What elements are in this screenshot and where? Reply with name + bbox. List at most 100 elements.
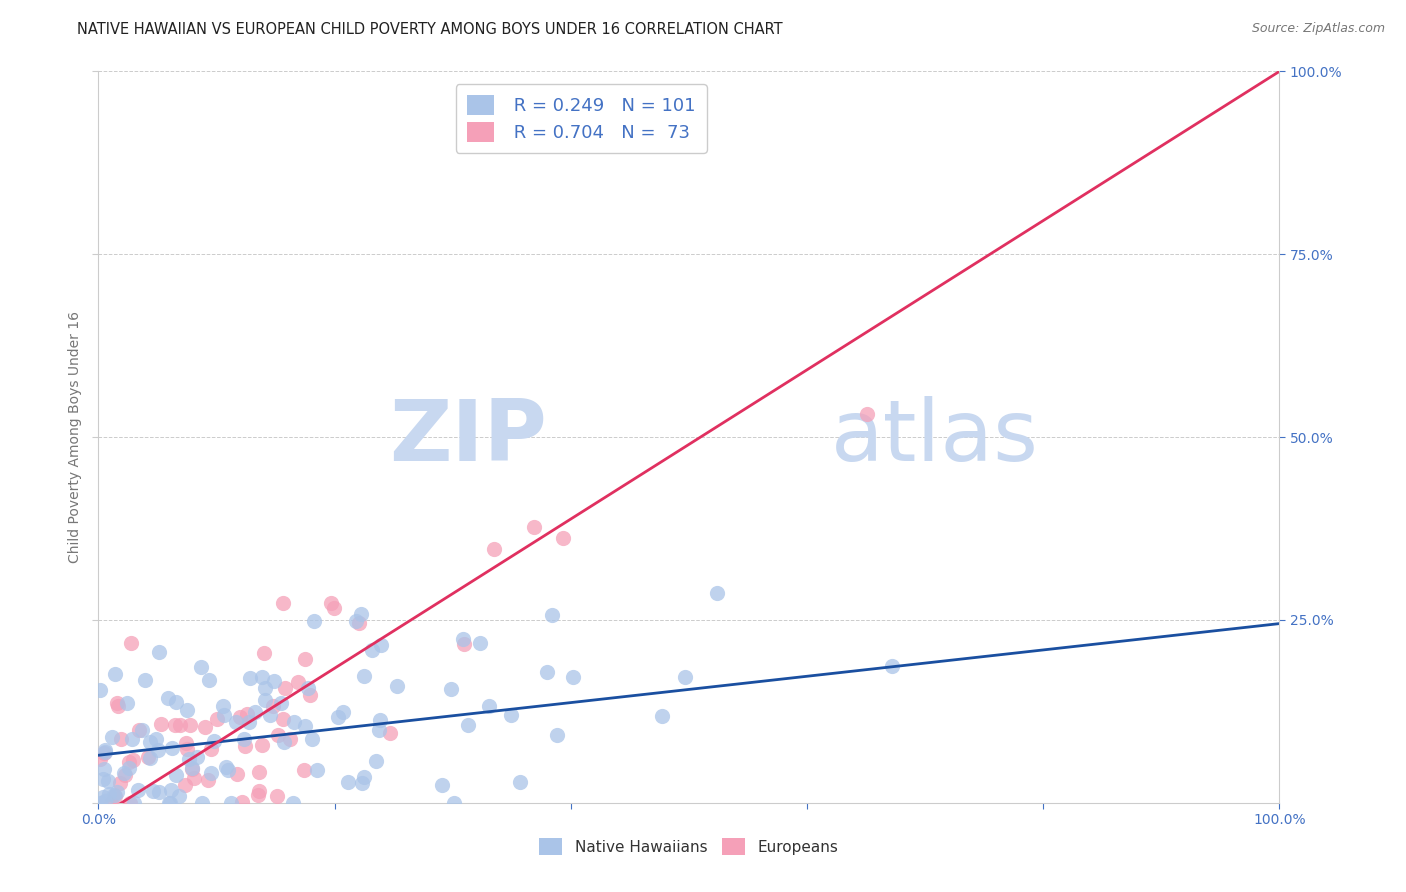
Point (361, 643, 384, 657)
Point (562, 670, 585, 684)
Point (98, 806, 121, 821)
Point (478, 698, 501, 713)
Point (98, 832, 121, 847)
Point (254, 693, 277, 707)
Point (239, 671, 262, 685)
Point (180, 762, 202, 776)
Text: atlas: atlas (831, 395, 1039, 479)
Point (117, 761, 139, 775)
Point (281, 796, 304, 810)
Point (368, 714, 391, 728)
Point (103, 832, 125, 847)
Point (159, 782, 181, 797)
Point (368, 723, 391, 737)
Point (157, 690, 180, 705)
Point (100, 796, 122, 810)
Point (253, 646, 276, 660)
Point (307, 763, 329, 777)
Point (200, 766, 222, 780)
Point (104, 789, 127, 804)
Point (270, 696, 292, 710)
Point (319, 596, 342, 610)
Point (283, 714, 305, 729)
Text: Source: ZipAtlas.com: Source: ZipAtlas.com (1251, 22, 1385, 36)
Point (344, 614, 367, 628)
Point (651, 709, 673, 723)
Point (190, 660, 212, 674)
Point (89, 796, 111, 810)
Point (176, 742, 198, 756)
Point (104, 667, 127, 681)
Point (262, 698, 284, 713)
Point (191, 796, 214, 810)
Point (536, 665, 558, 680)
Point (229, 710, 252, 724)
Point (457, 718, 479, 732)
Point (194, 720, 217, 734)
Text: ZIP: ZIP (389, 395, 547, 479)
Point (215, 760, 238, 774)
Point (134, 673, 156, 687)
Point (353, 669, 375, 683)
Point (186, 750, 208, 764)
Point (387, 678, 409, 692)
Point (247, 764, 270, 779)
Point (114, 832, 136, 847)
Point (87, 808, 110, 822)
Point (263, 674, 285, 689)
Point (217, 764, 239, 778)
Point (160, 832, 183, 847)
Point (267, 728, 290, 742)
Point (253, 681, 276, 695)
Point (198, 832, 221, 847)
Point (266, 789, 288, 803)
Point (212, 708, 235, 723)
Point (482, 542, 505, 557)
Point (211, 699, 233, 714)
Point (96, 832, 118, 847)
Point (165, 695, 187, 709)
Point (231, 795, 253, 809)
Point (179, 718, 201, 732)
Point (157, 796, 180, 810)
Point (129, 832, 152, 847)
Point (181, 812, 204, 826)
Point (165, 768, 187, 782)
Point (470, 636, 492, 650)
Point (174, 736, 197, 750)
Point (350, 776, 373, 790)
Point (233, 739, 256, 753)
Point (225, 715, 247, 730)
Point (238, 714, 260, 729)
Point (97, 774, 120, 789)
Point (451, 632, 474, 646)
Point (202, 734, 225, 748)
Point (120, 635, 142, 649)
Point (105, 784, 128, 798)
Point (177, 752, 200, 766)
Point (301, 731, 323, 746)
Point (197, 773, 219, 788)
Y-axis label: Child Poverty Among Boys Under 16: Child Poverty Among Boys Under 16 (67, 311, 82, 563)
Point (200, 741, 222, 756)
Point (366, 754, 388, 768)
Point (148, 784, 170, 798)
Point (509, 775, 531, 789)
Point (370, 638, 392, 652)
Point (101, 730, 124, 744)
Point (440, 682, 463, 697)
Point (157, 832, 180, 847)
Point (181, 761, 204, 775)
Point (108, 776, 131, 790)
Point (226, 767, 249, 781)
Point (93, 746, 115, 760)
Point (127, 782, 149, 797)
Point (245, 706, 267, 720)
Point (91, 790, 114, 805)
Point (706, 585, 728, 599)
Point (453, 637, 475, 651)
Point (673, 670, 696, 684)
Point (323, 601, 346, 615)
Point (176, 703, 198, 717)
Point (347, 615, 370, 630)
